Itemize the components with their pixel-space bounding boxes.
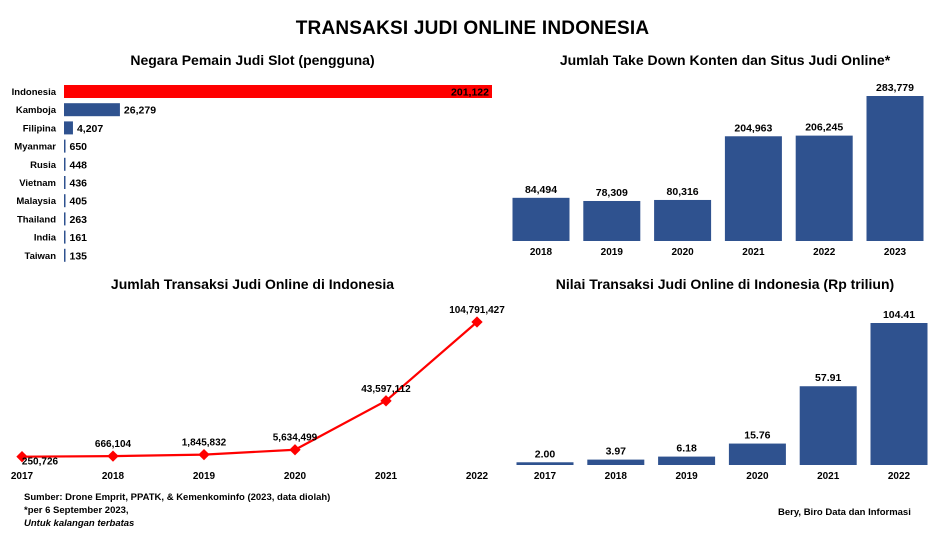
point-value-label: 43,597,112 <box>361 384 411 395</box>
country-label: Taiwan <box>25 251 57 262</box>
country-value-label: 4,207 <box>77 123 103 135</box>
bar-value-label: 57.91 <box>815 372 841 384</box>
data-point <box>198 448 210 461</box>
chart-takedown: 84,494 2018 78,309 2019 80,316 2020 204,963 202… <box>512 82 924 258</box>
chart-title-transactions: Jumlah Transaksi Judi Online di Indonesi… <box>110 276 395 292</box>
data-point <box>289 444 301 456</box>
bar <box>512 197 570 241</box>
country-value-label: 436 <box>70 178 88 190</box>
x-tick-label: 2022 <box>888 471 911 482</box>
series-line <box>21 321 478 458</box>
x-tick-label: 2018 <box>530 247 553 258</box>
country-bar <box>64 139 66 153</box>
country-value-label: 26,279 <box>124 105 156 117</box>
source-note: Sumber: Drone Emprit, PPATK, & Kemenkomi… <box>24 492 331 503</box>
data-point <box>107 450 119 462</box>
bar-value-label: 6.18 <box>676 443 697 455</box>
country-bar <box>64 157 66 171</box>
bar <box>658 456 716 465</box>
x-tick-label: 2018 <box>605 471 628 482</box>
x-tick-label: 2018 <box>102 471 125 482</box>
country-label: Vietnam <box>19 178 56 189</box>
country-value-label: 201,122 <box>451 87 489 99</box>
country-bar <box>64 176 66 189</box>
x-tick-label: 2017 <box>534 471 557 482</box>
country-label: Filipina <box>23 123 57 134</box>
chart-countries: Indonesia 201,122 Kamboja 26,279 Filipina 4,2… <box>12 85 492 262</box>
bar <box>654 199 712 241</box>
bar-value-label: 2.00 <box>535 448 556 460</box>
point-value-label: 5,634,499 <box>273 433 318 444</box>
x-tick-label: 2021 <box>742 247 765 258</box>
bar-value-label: 283,779 <box>876 82 914 94</box>
chart-title-value: Nilai Transaksi Judi Online di Indonesia… <box>555 276 895 292</box>
bar-value-label: 204,963 <box>734 122 772 134</box>
page-title: TRANSAKSI JUDI ONLINE INDONESIA <box>295 18 650 39</box>
x-tick-label: 2021 <box>817 471 840 482</box>
x-tick-label: 2023 <box>884 247 907 258</box>
data-point <box>380 395 392 407</box>
chart-value: 2.00 2017 3.97 2018 6.18 2019 15.76 2020 57.91 20… <box>516 309 928 482</box>
chart-title-countries: Negara Pemain Judi Slot (pengguna) <box>130 52 375 68</box>
x-tick-label: 2020 <box>746 471 769 482</box>
country-bar <box>64 212 66 226</box>
country-label: Myanmar <box>14 142 56 153</box>
chart-title-takedown: Jumlah Take Down Konten dan Situs Judi O… <box>559 52 891 68</box>
country-label: Indonesia <box>12 87 57 98</box>
bar-value-label: 84,494 <box>525 184 557 196</box>
x-tick-label: 2017 <box>11 471 34 482</box>
bar <box>583 200 641 241</box>
bar <box>587 459 645 465</box>
country-label: Rusia <box>30 160 57 171</box>
bar <box>795 135 853 241</box>
x-tick-label: 2022 <box>813 247 836 258</box>
restriction-note: Untuk kalangan terbatas <box>24 518 135 529</box>
country-bar <box>64 230 66 244</box>
bar-value-label: 3.97 <box>606 446 627 458</box>
bar-value-label: 206,245 <box>805 122 843 134</box>
bar-value-label: 80,316 <box>667 186 699 198</box>
country-value-label: 650 <box>70 141 88 153</box>
bar <box>870 323 928 465</box>
country-bar <box>64 248 66 262</box>
point-value-label: 104,791,427 <box>449 305 505 316</box>
bar <box>728 443 786 465</box>
country-bar <box>64 85 492 98</box>
country-value-label: 263 <box>70 214 88 226</box>
bar <box>516 462 574 465</box>
point-value-label: 250,726 <box>22 457 59 468</box>
bar-value-label: 15.76 <box>744 430 770 442</box>
bar <box>866 96 924 241</box>
chart-transactions: 250,726 2017 666,104 2018 1,845,832 2019 5,634… <box>11 305 505 482</box>
x-tick-label: 2020 <box>284 471 307 482</box>
country-bar <box>64 194 66 208</box>
country-label: Thailand <box>17 214 56 225</box>
country-value-label: 135 <box>70 250 88 262</box>
country-label: Malaysia <box>16 196 56 207</box>
x-tick-label: 2022 <box>466 471 489 482</box>
bar-value-label: 104.41 <box>883 309 915 321</box>
point-value-label: 666,104 <box>95 439 132 450</box>
bar <box>799 386 857 465</box>
bar-value-label: 78,309 <box>596 187 628 199</box>
credit-note: Bery, Biro Data dan Informasi <box>778 507 911 518</box>
country-value-label: 448 <box>70 159 88 171</box>
bar <box>724 136 782 241</box>
point-value-label: 1,845,832 <box>182 438 227 449</box>
country-value-label: 405 <box>70 196 88 208</box>
x-tick-label: 2019 <box>601 247 624 258</box>
country-bar <box>64 103 120 117</box>
x-tick-label: 2019 <box>675 471 698 482</box>
country-label: Kamboja <box>16 105 57 116</box>
x-tick-label: 2020 <box>671 247 694 258</box>
x-tick-label: 2019 <box>193 471 216 482</box>
date-note: *per 6 September 2023, <box>24 505 129 516</box>
x-tick-label: 2021 <box>375 471 398 482</box>
country-label: India <box>34 233 57 244</box>
country-bar <box>64 121 73 135</box>
country-value-label: 161 <box>70 232 88 244</box>
